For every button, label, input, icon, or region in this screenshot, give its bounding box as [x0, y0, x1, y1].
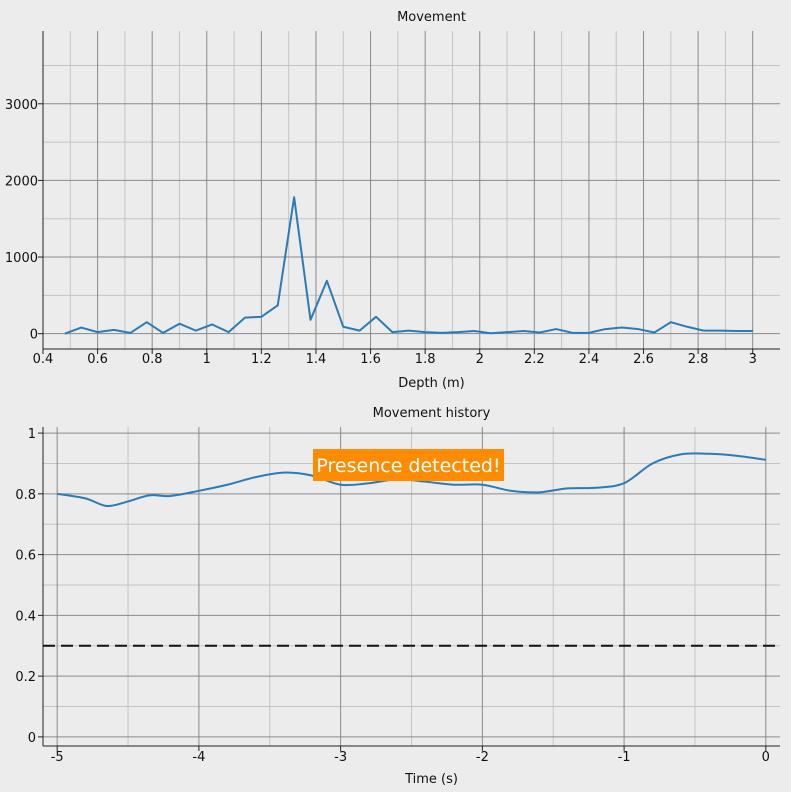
x-tick-label: 1 — [203, 352, 211, 367]
movement-history-chart: -5 -4 -3 -2 -1 0 0 0.2 0.4 0.6 0.8 1 Movement histor… — [15, 406, 780, 787]
x-tick-label: -1 — [618, 750, 631, 765]
chart-title: Movement — [397, 10, 466, 25]
x-axis-label: Time (s) — [404, 772, 458, 787]
x-tick-label: 2.4 — [579, 352, 600, 367]
x-tick-label: -4 — [192, 750, 205, 765]
x-tick-label: 1.2 — [251, 352, 272, 367]
x-tick-label: 2 — [476, 352, 484, 367]
x-axis-label: Depth (m) — [398, 376, 465, 391]
y-tick-label: 0 — [28, 731, 36, 746]
presence-badge: Presence detected! — [313, 449, 504, 481]
plot-area — [43, 31, 780, 349]
x-tick-label: 0.4 — [33, 352, 54, 367]
y-tick-label: 3000 — [5, 98, 38, 113]
series-line — [64, 196, 753, 335]
x-tick-label: 1.8 — [415, 352, 436, 367]
y-tick-label: 0 — [30, 328, 38, 343]
chart-title: Movement history — [373, 406, 491, 421]
presence-badge-text: Presence detected! — [316, 455, 500, 477]
y-tick-label: 0.4 — [15, 609, 36, 624]
presence-badge-bg — [313, 449, 504, 481]
x-tick-label: 0 — [762, 750, 770, 765]
x-tick-label: 2.2 — [524, 352, 545, 367]
y-tick-label: 1 — [28, 427, 36, 442]
x-tick-label: 2.6 — [633, 352, 654, 367]
x-tick-label: 3 — [749, 352, 757, 367]
x-tick-label: -3 — [334, 750, 347, 765]
x-tick-label: 0.6 — [87, 352, 108, 367]
x-tick-label: 0.8 — [142, 352, 163, 367]
x-tick-label: 2.8 — [688, 352, 709, 367]
x-tick-label: 1.4 — [306, 352, 327, 367]
y-tick-label: 0.6 — [15, 549, 36, 564]
y-tick-label: 2000 — [5, 174, 38, 189]
x-tick-label: 1.6 — [360, 352, 381, 367]
x-tick-label: -2 — [476, 750, 489, 765]
y-tick-label: 1000 — [5, 251, 38, 266]
y-tick-label: 0.8 — [15, 488, 36, 503]
y-tick-label: 0.2 — [15, 670, 36, 685]
x-tick-label: -5 — [51, 750, 64, 765]
movement-chart: 0.4 0.6 0.8 1 1.2 1.4 1.6 1.8 2 2.2 2.4 2.6 2.8 3 0 100… — [5, 10, 780, 391]
